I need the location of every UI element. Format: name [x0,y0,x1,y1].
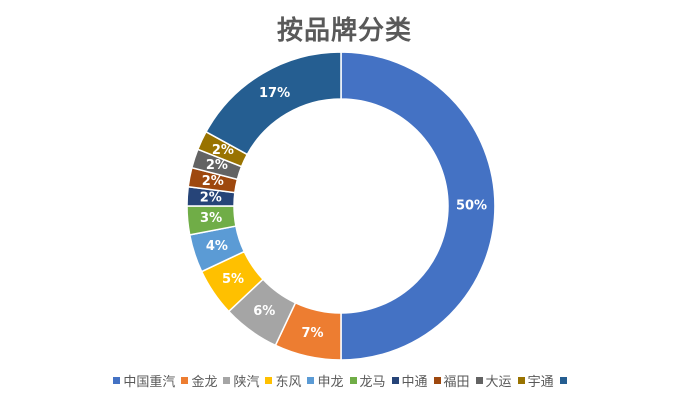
legend-label: 申龙 [317,375,344,390]
chart-title: 按品牌分类 [276,16,412,46]
chart-legend: 中国重汽 金龙 陕汽 东风 申龙 龙马 中通 福田 大运 宇通 [0,371,689,390]
slice-data-label: 2% [202,174,224,189]
legend-item: 龙马 [349,371,386,390]
legend-item [559,377,570,384]
legend-item: 中国重汽 [113,371,175,390]
legend-item: 东风 [265,371,301,390]
legend-label: 中国重汽 [123,375,176,390]
legend-swatch [559,377,567,384]
donut-slice [205,51,342,156]
slice-data-label: 2% [200,190,222,205]
legend-swatch [433,377,441,384]
legend-label: 龙马 [359,375,386,390]
legend-swatch [349,377,357,384]
donut-slice [340,51,496,361]
legend-swatch [265,377,273,384]
slice-data-label: 50% [456,199,487,214]
slice-data-label: 4% [206,239,228,254]
legend-item: 金龙 [181,371,217,390]
legend-item: 中通 [391,371,428,390]
legend-item: 宇通 [517,371,554,390]
legend-label: 大运 [485,375,512,390]
legend-label: 东风 [275,375,302,390]
slice-data-label: 5% [222,272,244,287]
legend-label: 宇通 [527,375,554,390]
legend-swatch [475,377,483,384]
legend-label: 金龙 [191,375,218,390]
legend-label: 陕汽 [233,375,260,390]
legend-label: 中通 [401,375,428,390]
legend-swatch [391,377,399,384]
legend-item: 申龙 [307,371,344,390]
legend-swatch [113,377,121,384]
legend-swatch [307,377,315,384]
legend-swatch [181,377,189,384]
legend-swatch [223,377,231,384]
slice-data-label: 7% [301,326,323,341]
legend-label: 福田 [443,375,470,390]
slice-data-label: 3% [200,211,222,226]
slice-data-label: 6% [253,304,275,319]
legend-swatch [517,377,525,384]
slice-data-label: 2% [212,143,234,158]
legend-item: 陕汽 [223,371,259,390]
legend-item: 福田 [433,371,470,390]
slice-data-label: 2% [206,158,228,173]
slice-data-label: 17% [259,86,290,101]
legend-item: 大运 [475,371,512,390]
